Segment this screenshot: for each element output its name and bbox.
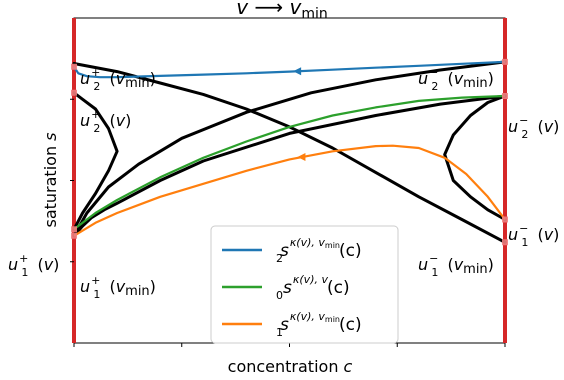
state-marker — [502, 58, 508, 65]
legend-label-1: sκ(v), v 0 (c) — [276, 273, 350, 302]
label-u1m_vmin: u− 1 (vmin) — [418, 252, 494, 279]
state-marker — [71, 232, 77, 239]
black-curve-5 — [443, 94, 507, 221]
state-marker — [502, 93, 508, 99]
legend-box — [210, 225, 399, 344]
black-curve-4 — [72, 91, 119, 231]
point-labels: u+ 2 (vmin) u+ 2 (v) u+ 1 (v) u+ 1 (vmin) u− 2 (v… — [8, 66, 559, 301]
black-curve-2 — [72, 60, 507, 238]
chart-title: v ⟶ vmin — [236, 0, 327, 22]
label-u1m_v: u− 1 (v) — [508, 222, 559, 249]
state-marker — [71, 89, 77, 96]
state-marker — [502, 216, 508, 223]
legend: sκ(v), vmin 2 (c) sκ(v), v 0 (c) sκ(v), vmin 1(… — [210, 225, 399, 344]
x-axis-title: concentration c — [228, 357, 353, 376]
series-line-1 — [73, 94, 506, 231]
label-u1p_vmin: u+ 1 (vmin) — [80, 274, 156, 301]
label-u2p_vmin: u+ 2 (vmin) — [80, 66, 156, 93]
legend-label-0: sκ(v), vmin 2 (c) — [276, 236, 362, 265]
axis-titles: concentration c saturation s — [41, 132, 353, 376]
label-u1p_v: u+ 1 (v) — [8, 252, 59, 279]
curves — [71, 58, 508, 246]
label-u2m_v: u− 2 (v) — [508, 114, 559, 141]
series-line-2 — [73, 144, 506, 237]
label-u2m_vmin: u− 2 (vmin) — [418, 66, 494, 93]
state-marker — [502, 239, 508, 246]
title-text: v ⟶ vmin — [236, 0, 327, 22]
state-marker — [71, 63, 77, 70]
label-u2p_v: u+ 2 (v) — [80, 108, 131, 135]
direction-arrow-1 — [297, 152, 306, 161]
legend-label-2: sκ(v), vmin 1 (c) — [276, 310, 362, 339]
series-line-0 — [73, 60, 506, 79]
state-marker — [71, 226, 77, 233]
y-axis-title: saturation s — [41, 132, 60, 227]
direction-arrow-0 — [293, 67, 302, 76]
black-curve-3 — [72, 94, 507, 238]
